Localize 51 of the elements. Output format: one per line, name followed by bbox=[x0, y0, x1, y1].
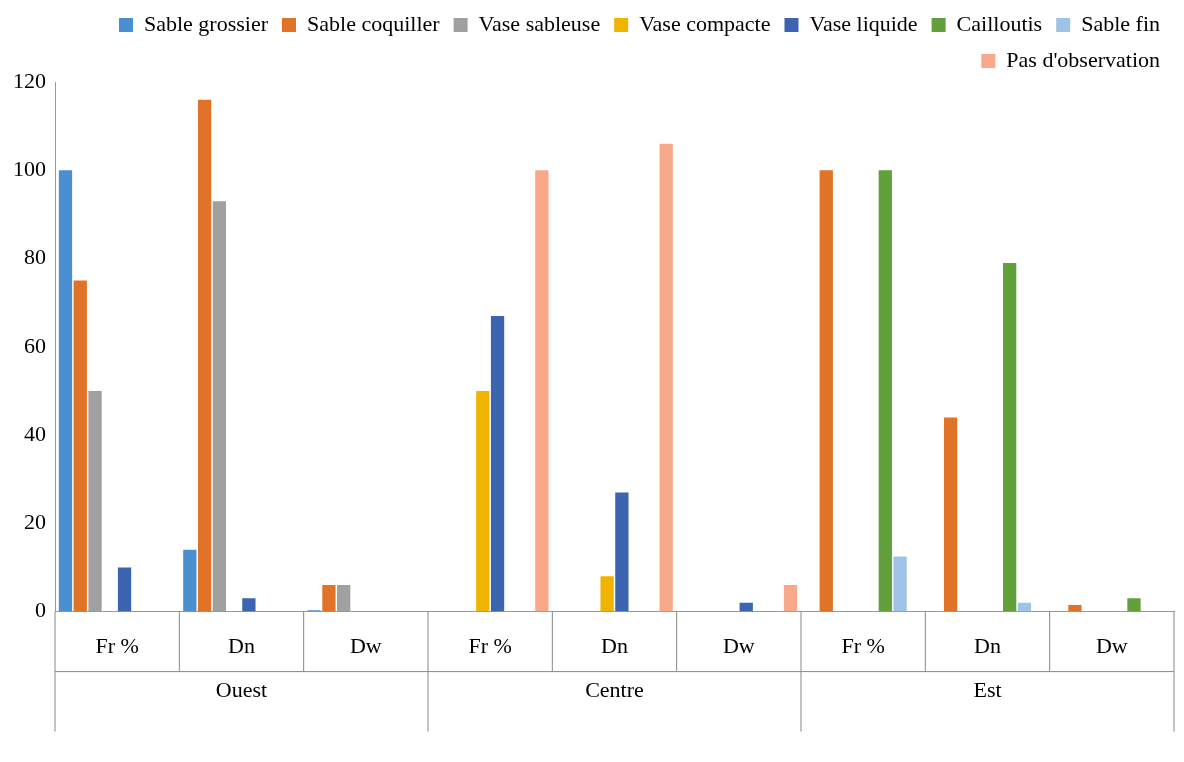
y-tick-label: 0 bbox=[35, 597, 46, 623]
y-tick-label: 80 bbox=[24, 244, 46, 270]
x-tick-label: Dn bbox=[228, 632, 255, 658]
bar bbox=[535, 170, 549, 612]
bar bbox=[893, 556, 907, 612]
bar bbox=[1068, 604, 1082, 612]
bar bbox=[242, 598, 256, 612]
legend-label: Sable coquiller bbox=[307, 10, 441, 36]
x-tick-label: Fr % bbox=[468, 632, 512, 658]
bar bbox=[615, 492, 629, 612]
legend-label: Vase liquide bbox=[809, 10, 918, 36]
y-tick-label: 60 bbox=[24, 332, 46, 358]
x-tick-label: Dw bbox=[1095, 632, 1128, 658]
y-tick-label: 100 bbox=[13, 156, 46, 182]
legend-label: Sable grossier bbox=[143, 10, 269, 36]
x-tick-label: Dw bbox=[722, 632, 755, 658]
bar bbox=[1127, 598, 1141, 612]
bar bbox=[819, 170, 833, 612]
bar bbox=[73, 280, 87, 612]
bar bbox=[943, 417, 958, 612]
bar bbox=[183, 549, 197, 612]
bar bbox=[600, 576, 614, 612]
y-tick-label: 120 bbox=[13, 67, 46, 93]
bar bbox=[337, 585, 351, 612]
x-tick-label: Fr % bbox=[841, 632, 885, 658]
text: Ouest bbox=[215, 677, 268, 703]
bar bbox=[659, 143, 673, 612]
bar bbox=[197, 99, 212, 612]
bar bbox=[117, 567, 132, 612]
bar bbox=[322, 585, 336, 612]
x-tick-label: Dw bbox=[349, 632, 382, 658]
legend-label: Vase sableuse bbox=[478, 10, 601, 36]
x-tick-label: Dn bbox=[974, 632, 1001, 658]
bar bbox=[212, 201, 226, 612]
y-tick-label: 20 bbox=[24, 509, 46, 535]
legend-label: Cailloutis bbox=[956, 10, 1043, 36]
y-tick-label: 40 bbox=[24, 420, 46, 446]
legend-label: Pas d'observation bbox=[1006, 46, 1160, 72]
bar bbox=[783, 585, 798, 612]
bar bbox=[1003, 262, 1017, 612]
legend-label: Vase compacte bbox=[639, 10, 771, 36]
bar bbox=[88, 390, 102, 612]
x-tick-label: Dn bbox=[601, 632, 628, 658]
text: Est bbox=[973, 677, 1002, 703]
text: Centre bbox=[585, 677, 644, 703]
legend-label: Sable fin bbox=[1081, 10, 1161, 36]
bar bbox=[490, 315, 505, 612]
bar bbox=[878, 170, 892, 612]
bar bbox=[476, 390, 490, 612]
x-tick-label: Fr % bbox=[95, 632, 139, 658]
bar bbox=[58, 170, 73, 612]
